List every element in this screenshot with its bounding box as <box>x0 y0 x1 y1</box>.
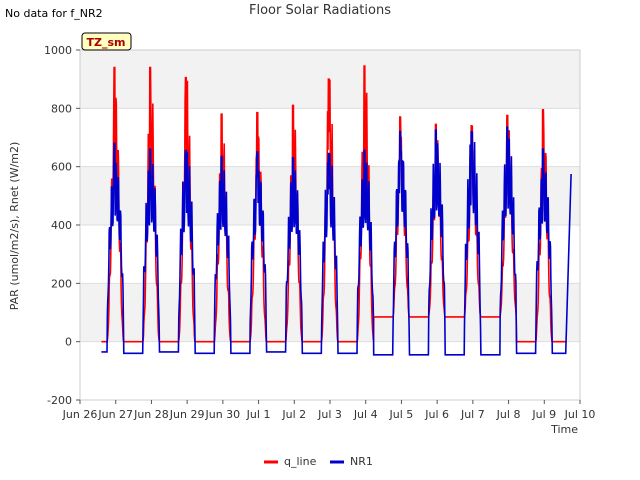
x-tick-label: Jul 7 <box>460 408 485 421</box>
y-tick-label: 800 <box>51 102 72 115</box>
x-tick-label: Jul 4 <box>353 408 378 421</box>
x-tick-label: Jul 2 <box>281 408 306 421</box>
x-tick-label: Jul 1 <box>246 408 271 421</box>
x-tick-label: Jul 8 <box>496 408 521 421</box>
annotation-box <box>81 32 132 51</box>
series-line-nr1 <box>101 126 572 356</box>
x-tick-label: Jun 29 <box>169 408 205 421</box>
x-tick-label: Jun 30 <box>205 408 241 421</box>
series-layer <box>101 65 572 356</box>
x-tick-label: Jun 28 <box>133 408 169 421</box>
x-tick-label: Jun 26 <box>62 408 98 421</box>
no-data-note: No data for f_NR2 <box>5 7 103 20</box>
y-tick-label: 200 <box>51 277 72 290</box>
x-axis-label: Time <box>550 423 578 436</box>
legend-label: NR1 <box>350 455 373 468</box>
plot-band <box>80 283 580 342</box>
y-tick-label: 400 <box>51 219 72 232</box>
y-tick-label: 600 <box>51 161 72 174</box>
x-tick-label: Jul 6 <box>424 408 449 421</box>
x-tick-label: Jul 3 <box>317 408 342 421</box>
x-tick-label: Jun 27 <box>97 408 133 421</box>
legend: q_line NR1 <box>264 455 373 468</box>
chart-title: Floor Solar Radiations <box>249 3 391 18</box>
x-tick-label: Jul 9 <box>531 408 556 421</box>
y-tick-label: -200 <box>47 394 72 407</box>
annotation-label: TZ_sm <box>87 36 126 49</box>
y-axis-label: PAR (umol/m2/s), Rnet (W/m2) <box>8 142 21 311</box>
y-tick-label: 1000 <box>44 44 72 57</box>
x-tick-label: Jul 5 <box>389 408 414 421</box>
x-tick-label: Jul 10 <box>564 408 596 421</box>
annotation-box-group: TZ_sm <box>81 32 132 51</box>
legend-label: q_line <box>284 455 317 468</box>
y-tick-label: 0 <box>65 336 72 349</box>
